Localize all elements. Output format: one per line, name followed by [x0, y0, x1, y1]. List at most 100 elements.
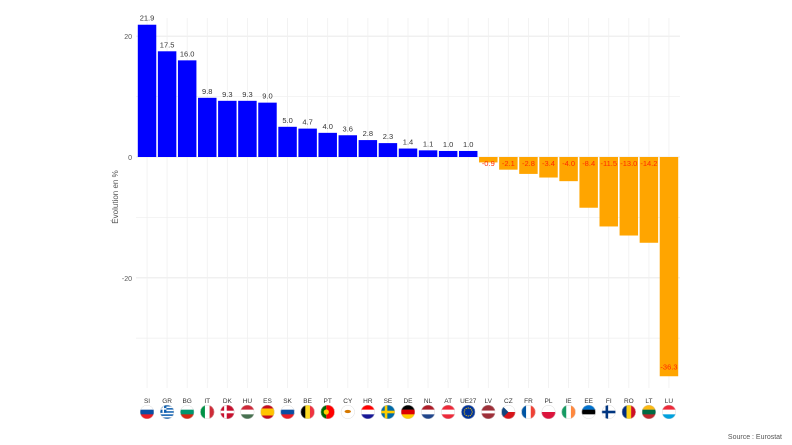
x-tick-si: SI: [144, 398, 150, 405]
data-label-nl: 1.1: [423, 139, 433, 148]
data-label-dk: 9.3: [222, 90, 232, 99]
flag-nl-icon: [421, 405, 436, 419]
y-axis: 20 0 -20: [122, 34, 132, 283]
flag-pl-icon: [541, 405, 556, 419]
bar-dk: [218, 100, 237, 157]
data-label-cy: 3.6: [343, 124, 353, 133]
x-tick-gr: GR: [162, 398, 172, 405]
data-label-hu: 9.3: [242, 90, 252, 99]
flag-hr-icon: [360, 405, 375, 419]
y-tick-label: 20: [124, 34, 132, 41]
data-label-es: 9.0: [262, 92, 272, 101]
country-flags: [140, 405, 676, 419]
x-tick-ee: EE: [584, 398, 593, 405]
flag-bg-icon: [180, 405, 195, 419]
bar-ue27: [458, 150, 478, 157]
data-label-ro: -13.0: [620, 159, 637, 168]
gridlines: [136, 18, 680, 388]
x-tick-at: AT: [444, 398, 452, 405]
flag-lu-icon: [661, 405, 676, 419]
x-tick-ue27: UE27: [460, 398, 477, 405]
flag-de-icon: [401, 405, 415, 419]
data-label-fi: -11.5: [600, 159, 617, 168]
x-tick-sk: SK: [283, 398, 292, 405]
x-tick-lt: LT: [645, 398, 652, 405]
bar-ee: [579, 157, 598, 208]
bar-de: [398, 148, 418, 157]
flag-fi-icon: [601, 405, 616, 419]
data-label-sk: 5.0: [282, 116, 292, 125]
x-tick-ro: RO: [624, 398, 634, 405]
bar-hu: [238, 100, 257, 157]
bar-fr: [519, 157, 538, 174]
flag-hu-icon: [240, 405, 255, 419]
data-label-ie: -4.0: [562, 159, 575, 168]
bars: [137, 24, 679, 377]
x-tick-es: ES: [263, 398, 272, 405]
bar-cz: [499, 157, 518, 170]
x-tick-fr: FR: [524, 398, 533, 405]
flag-ie-icon: [561, 405, 576, 419]
flag-dk-icon: [220, 405, 235, 419]
bar-at: [438, 150, 458, 157]
flag-se-icon: [380, 405, 395, 419]
data-label-si: 21.9: [140, 14, 155, 23]
data-label-ee: -8.4: [582, 159, 595, 168]
bar-ie: [559, 157, 578, 182]
flag-cz-icon: [501, 405, 516, 419]
data-label-pl: -3.4: [542, 159, 555, 168]
data-label-pt: 4.0: [322, 122, 332, 131]
data-label-ue27: 1.0: [463, 140, 473, 149]
data-label-at: 1.0: [443, 140, 453, 149]
x-tick-pl: PL: [545, 398, 553, 405]
x-tick-cy: CY: [343, 398, 353, 405]
flag-it-icon: [200, 405, 215, 419]
bar-be: [298, 128, 317, 157]
bar-hr: [358, 140, 378, 157]
flag-at-icon: [441, 405, 456, 419]
x-tick-se: SE: [384, 398, 393, 405]
flag-fr-icon: [521, 405, 536, 419]
flag-ee-icon: [581, 405, 596, 419]
data-label-be: 4.7: [302, 118, 312, 127]
flag-be-icon: [300, 405, 315, 419]
x-tick-it: IT: [204, 398, 210, 405]
bar-lt: [639, 157, 659, 243]
x-tick-de: DE: [403, 398, 413, 405]
bar-sk: [278, 126, 297, 157]
bar-cy: [338, 135, 358, 157]
flag-lt-icon: [641, 405, 656, 419]
data-label-lu: -36.3: [660, 362, 677, 371]
x-tick-fi: FI: [606, 398, 612, 405]
flag-si-icon: [140, 405, 155, 419]
bar-nl: [418, 150, 438, 157]
flag-gr-icon: [160, 405, 175, 419]
bar-bg: [177, 60, 197, 157]
bar-si: [137, 24, 157, 158]
data-label-gr: 17.5: [160, 40, 175, 49]
x-tick-ie: IE: [566, 398, 573, 405]
source-note: Source : Eurostat: [727, 434, 782, 441]
data-label-hr: 2.8: [363, 129, 373, 138]
bar-lv: [479, 157, 498, 163]
bar-ro: [619, 157, 639, 236]
x-tick-lv: LV: [485, 398, 493, 405]
bar-pt: [318, 132, 337, 157]
x-tick-hr: HR: [363, 398, 373, 405]
data-label-lv: -0.9: [482, 159, 495, 168]
data-label-cz: -2.1: [502, 159, 515, 168]
x-tick-nl: NL: [424, 398, 433, 405]
data-labels: 21.9 17.5 16.0 9.8 9.3 9.3 9.0 5.0 4.7 4.0 3.6 2.8 2…: [140, 14, 678, 372]
data-label-bg: 16.0: [180, 49, 195, 58]
data-label-it: 9.8: [202, 87, 212, 96]
flag-cy-icon: [340, 405, 355, 419]
x-tick-be: BE: [303, 398, 312, 405]
x-tick-hu: HU: [243, 398, 253, 405]
x-tick-cz: CZ: [504, 398, 513, 405]
bar-gr: [157, 51, 177, 157]
bar-it: [198, 97, 217, 157]
flag-ro-icon: [621, 405, 636, 419]
data-label-se: 2.3: [383, 132, 393, 141]
flag-es-icon: [260, 405, 275, 419]
